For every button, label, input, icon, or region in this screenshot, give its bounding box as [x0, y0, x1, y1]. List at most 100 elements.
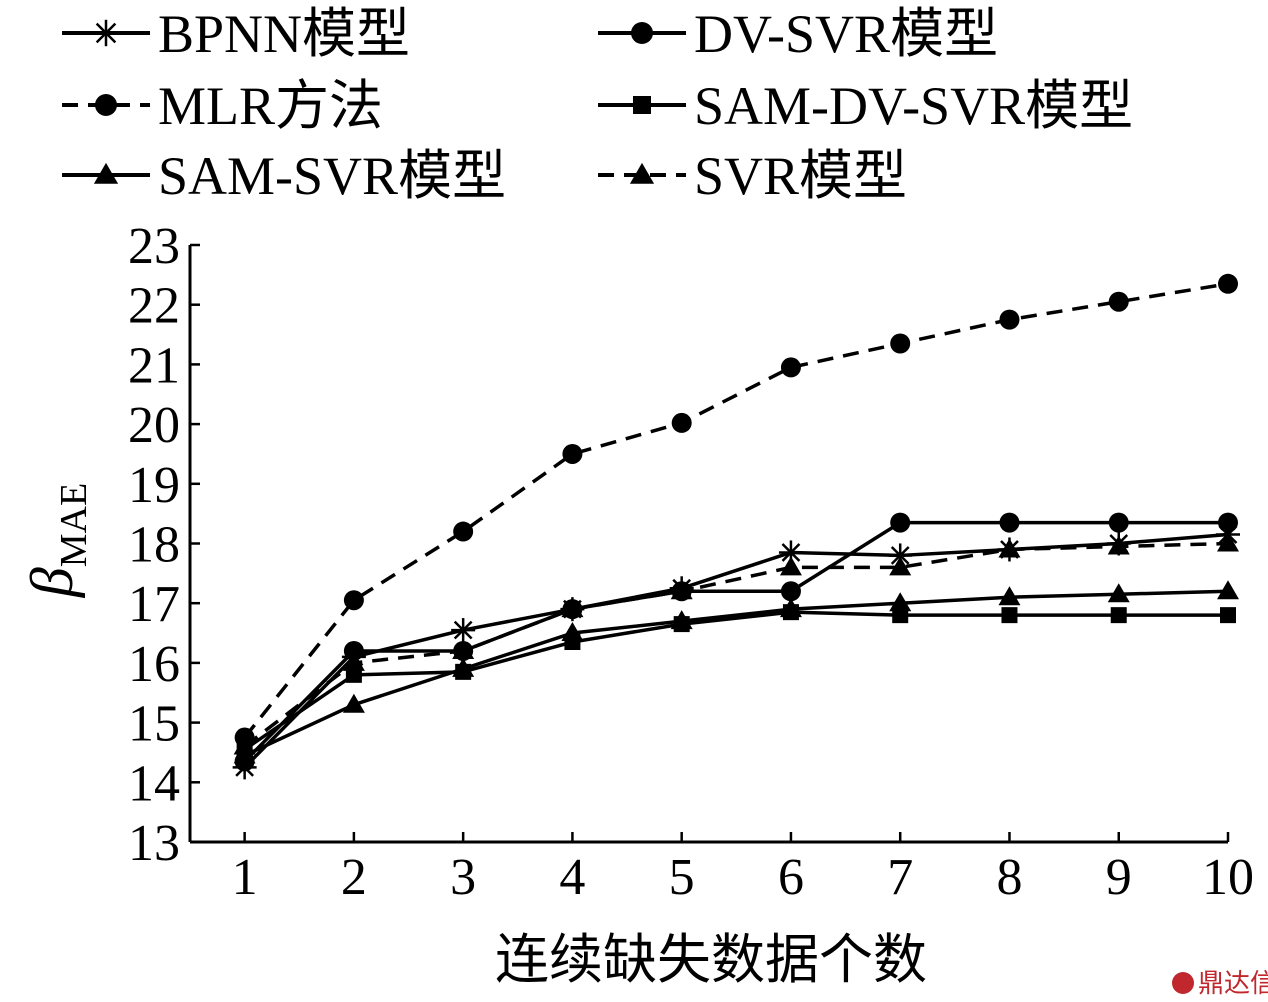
x-tick-label: 6	[778, 849, 804, 906]
x-axis-label: 连续缺失数据个数	[495, 930, 927, 990]
data-point	[561, 622, 584, 642]
legend-item: MLR方法	[62, 76, 383, 136]
data-point	[1107, 535, 1130, 555]
legend-label: SAM-SVR模型	[158, 146, 506, 206]
x-tick-label: 5	[669, 849, 695, 906]
legend-label: BPNN模型	[158, 4, 410, 64]
data-point	[453, 521, 474, 542]
x-tick-label: 8	[996, 849, 1022, 906]
y-tick-label: 13	[128, 815, 180, 872]
y-tick-label: 16	[128, 636, 180, 693]
x-tick-label: 4	[559, 849, 585, 906]
data-point	[452, 657, 475, 677]
x-tick-label: 9	[1106, 849, 1132, 906]
data-point	[1107, 583, 1130, 603]
data-point	[780, 357, 801, 378]
watermark-text: 鼎达信	[1198, 969, 1268, 999]
legend-marker	[92, 19, 120, 47]
legend: BPNN模型 DV-SVR模型 MLR方法 SAM-DV-SVR模型 SAM-SVR模型…	[62, 4, 1133, 206]
data-point	[1218, 273, 1238, 294]
y-tick-label: 22	[128, 278, 180, 335]
data-point	[780, 581, 801, 602]
series-5	[233, 580, 1239, 764]
legend-item: SVR模型	[598, 146, 907, 206]
data-point	[998, 538, 1021, 558]
data-point	[779, 556, 802, 576]
y-tick-label: 23	[128, 218, 180, 275]
data-point	[670, 580, 693, 600]
data-point	[1110, 607, 1127, 624]
data-point	[1220, 607, 1236, 624]
data-point	[889, 556, 912, 576]
data-point	[1217, 580, 1239, 600]
legend-item: SAM-DV-SVR模型	[598, 76, 1133, 136]
y-axis-label: βMAE	[19, 483, 95, 598]
data-point	[343, 640, 364, 661]
data-point	[561, 598, 584, 618]
data-point	[233, 735, 256, 755]
series-line	[243, 589, 1229, 758]
data-point	[999, 512, 1020, 533]
data-point	[999, 309, 1020, 330]
series-line	[243, 282, 1229, 739]
legend-item: BPNN模型	[62, 4, 410, 64]
y-tick-label: 17	[128, 576, 180, 633]
y-tick-label: 14	[128, 755, 180, 812]
x-tick-label: 1	[232, 849, 258, 906]
data-point	[1108, 291, 1129, 312]
legend-marker	[93, 162, 119, 184]
legend-item: SAM-SVR模型	[62, 146, 506, 206]
y-tick-label: 20	[128, 397, 180, 454]
series-2	[234, 512, 1238, 772]
data-point	[889, 592, 912, 612]
y-tick-label: 15	[128, 696, 180, 753]
x-tick-label: 7	[887, 849, 913, 906]
legend-label: SAM-DV-SVR模型	[694, 76, 1133, 136]
data-point	[890, 333, 911, 354]
data-point	[1218, 512, 1238, 533]
x-tick-label: 3	[450, 849, 476, 906]
data-point	[888, 543, 913, 568]
data-point	[342, 651, 365, 671]
data-point	[562, 443, 583, 464]
y-tick-label: 19	[128, 457, 180, 514]
y-tick-label: 21	[128, 337, 180, 394]
data-point	[670, 610, 693, 630]
watermark: 鼎达信	[1172, 969, 1268, 999]
y-axis-label-subscript: MAE	[53, 483, 95, 567]
data-point	[779, 598, 802, 618]
data-point	[452, 639, 475, 659]
series-6	[233, 532, 1239, 755]
watermark-logo-icon	[1172, 972, 1194, 994]
legend-label: MLR方法	[158, 76, 383, 136]
data-point	[671, 412, 692, 433]
data-point	[343, 590, 364, 611]
legend-marker	[629, 162, 655, 184]
x-tick-label: 10	[1202, 849, 1254, 906]
data-point	[1217, 532, 1239, 552]
series-line	[243, 541, 1229, 748]
series-group	[232, 273, 1240, 780]
series-4	[236, 604, 1236, 758]
data-point	[890, 512, 911, 533]
data-point	[1001, 607, 1018, 624]
data-point	[1108, 512, 1129, 533]
x-tick-label: 2	[341, 849, 367, 906]
y-axis-label-symbol: β	[19, 567, 85, 598]
series-3	[234, 273, 1238, 748]
chart-axes	[188, 245, 1228, 844]
data-point	[342, 693, 365, 713]
y-tick-label: 18	[128, 517, 180, 574]
legend-marker	[95, 94, 117, 116]
series-line	[243, 610, 1228, 751]
legend-item: DV-SVR模型	[598, 4, 998, 64]
data-point	[998, 586, 1021, 606]
legend-marker	[633, 96, 651, 114]
legend-label: SVR模型	[694, 146, 907, 206]
legend-marker	[631, 22, 653, 44]
data-point	[451, 618, 476, 643]
series-line	[243, 520, 1228, 763]
legend-label: DV-SVR模型	[694, 4, 998, 64]
